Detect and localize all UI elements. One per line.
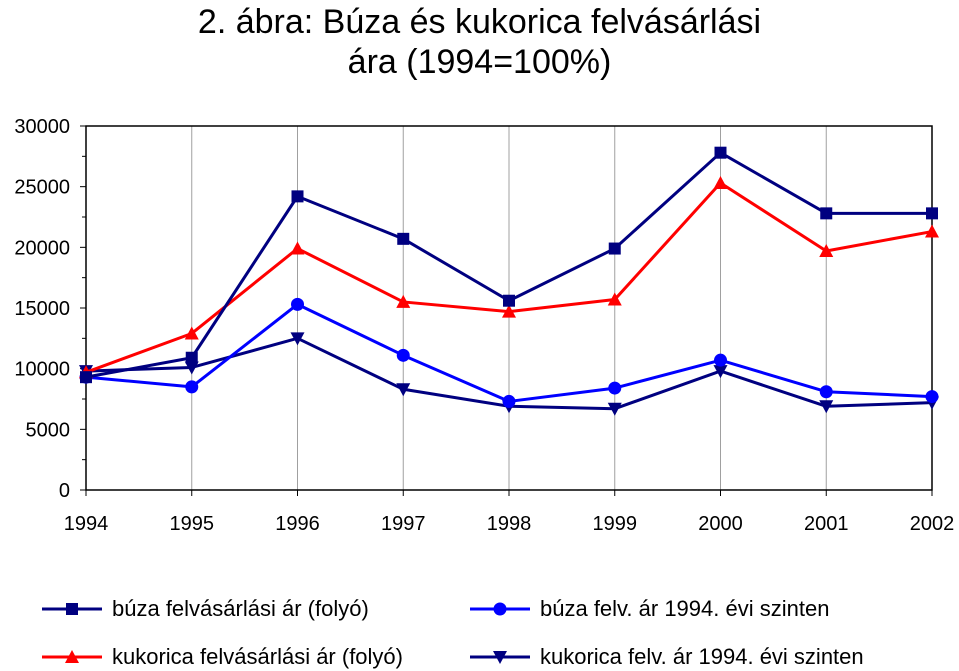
data-point	[819, 400, 834, 414]
y-tick-label: 25000	[14, 177, 70, 199]
data-point	[925, 224, 939, 238]
legend-label: kukorica felv. ár 1994. évi szinten	[540, 644, 864, 669]
chart-title-line1: 2. ábra: Búza és kukorica felvásárlási	[197, 3, 762, 41]
x-tick-label: 1995	[170, 513, 215, 535]
legend-item-kukorica-1994: kukorica felv. ár 1994. évi szinten	[468, 643, 864, 671]
data-point	[80, 371, 92, 384]
data-point	[714, 353, 727, 367]
data-point	[291, 190, 304, 203]
data-point	[713, 176, 728, 190]
y-tick-label: 20000	[14, 237, 70, 259]
legend-label: búza felvásárlási ár (folyó)	[112, 596, 369, 621]
x-tick-label: 1994	[64, 513, 109, 535]
line-chart: 0 5000 10000 15000 20000 25000 30000 1994 1995 19…	[14, 116, 955, 535]
legend-marker	[493, 602, 507, 616]
data-point	[396, 294, 411, 308]
data-point	[607, 402, 622, 416]
legend-item-kukorica-folyo: kukorica felvásárlási ár (folyó)	[40, 643, 403, 671]
y-tick-label: 10000	[14, 359, 70, 381]
x-tick-label: 1997	[381, 513, 426, 535]
legend-marker	[66, 603, 78, 615]
x-tick-label: 1999	[593, 513, 638, 535]
data-point	[926, 207, 938, 220]
data-point	[608, 242, 621, 255]
legend-swatch-triangle	[42, 650, 102, 663]
data-point	[290, 332, 305, 346]
data-point	[713, 365, 728, 379]
data-point	[820, 207, 833, 220]
data-point	[608, 381, 622, 395]
data-point	[184, 361, 199, 375]
legend-swatch-triangle-down	[470, 651, 530, 664]
data-point	[819, 385, 833, 399]
legend-label: búza felv. ár 1994. évi szinten	[540, 596, 830, 621]
data-point	[607, 292, 622, 306]
data-point	[502, 394, 516, 408]
x-tick-label: 1998	[487, 513, 532, 535]
chart-title-line2: ára (1994=100%)	[347, 43, 612, 81]
y-tick-label: 30000	[14, 116, 70, 138]
legend-item-buza-folyo: búza felvásárlási ár (folyó)	[40, 595, 369, 623]
y-tick-label: 5000	[26, 419, 71, 441]
data-point	[502, 304, 516, 318]
data-point	[184, 326, 199, 340]
series-square	[80, 146, 938, 384]
data-point	[185, 351, 198, 364]
x-tick-label: 2002	[910, 513, 955, 535]
data-point	[819, 243, 834, 257]
data-point	[290, 241, 305, 255]
data-point	[396, 348, 410, 362]
data-point	[714, 146, 727, 159]
x-tick-label: 1996	[275, 513, 320, 535]
data-point	[291, 297, 304, 311]
legend-item-buza-1994: búza felv. ár 1994. évi szinten	[468, 595, 829, 623]
y-tick-label: 15000	[14, 298, 70, 320]
legend-swatch-square	[42, 603, 102, 615]
legend-label: kukorica felvásárlási ár (folyó)	[112, 644, 403, 669]
y-tick-label: 0	[59, 480, 70, 502]
data-point	[185, 380, 199, 394]
data-point	[396, 383, 411, 397]
data-point	[925, 390, 939, 404]
data-point	[503, 294, 515, 307]
chart-title: 2. ábra: Búza és kukorica felvásárlási á…	[0, 2, 959, 82]
x-tick-label: 2001	[804, 513, 849, 535]
legend-marker	[493, 651, 507, 664]
legend-marker	[65, 650, 79, 663]
legend-swatch-circle	[470, 602, 530, 616]
data-point	[397, 232, 410, 245]
x-tick-label: 2000	[698, 513, 743, 535]
